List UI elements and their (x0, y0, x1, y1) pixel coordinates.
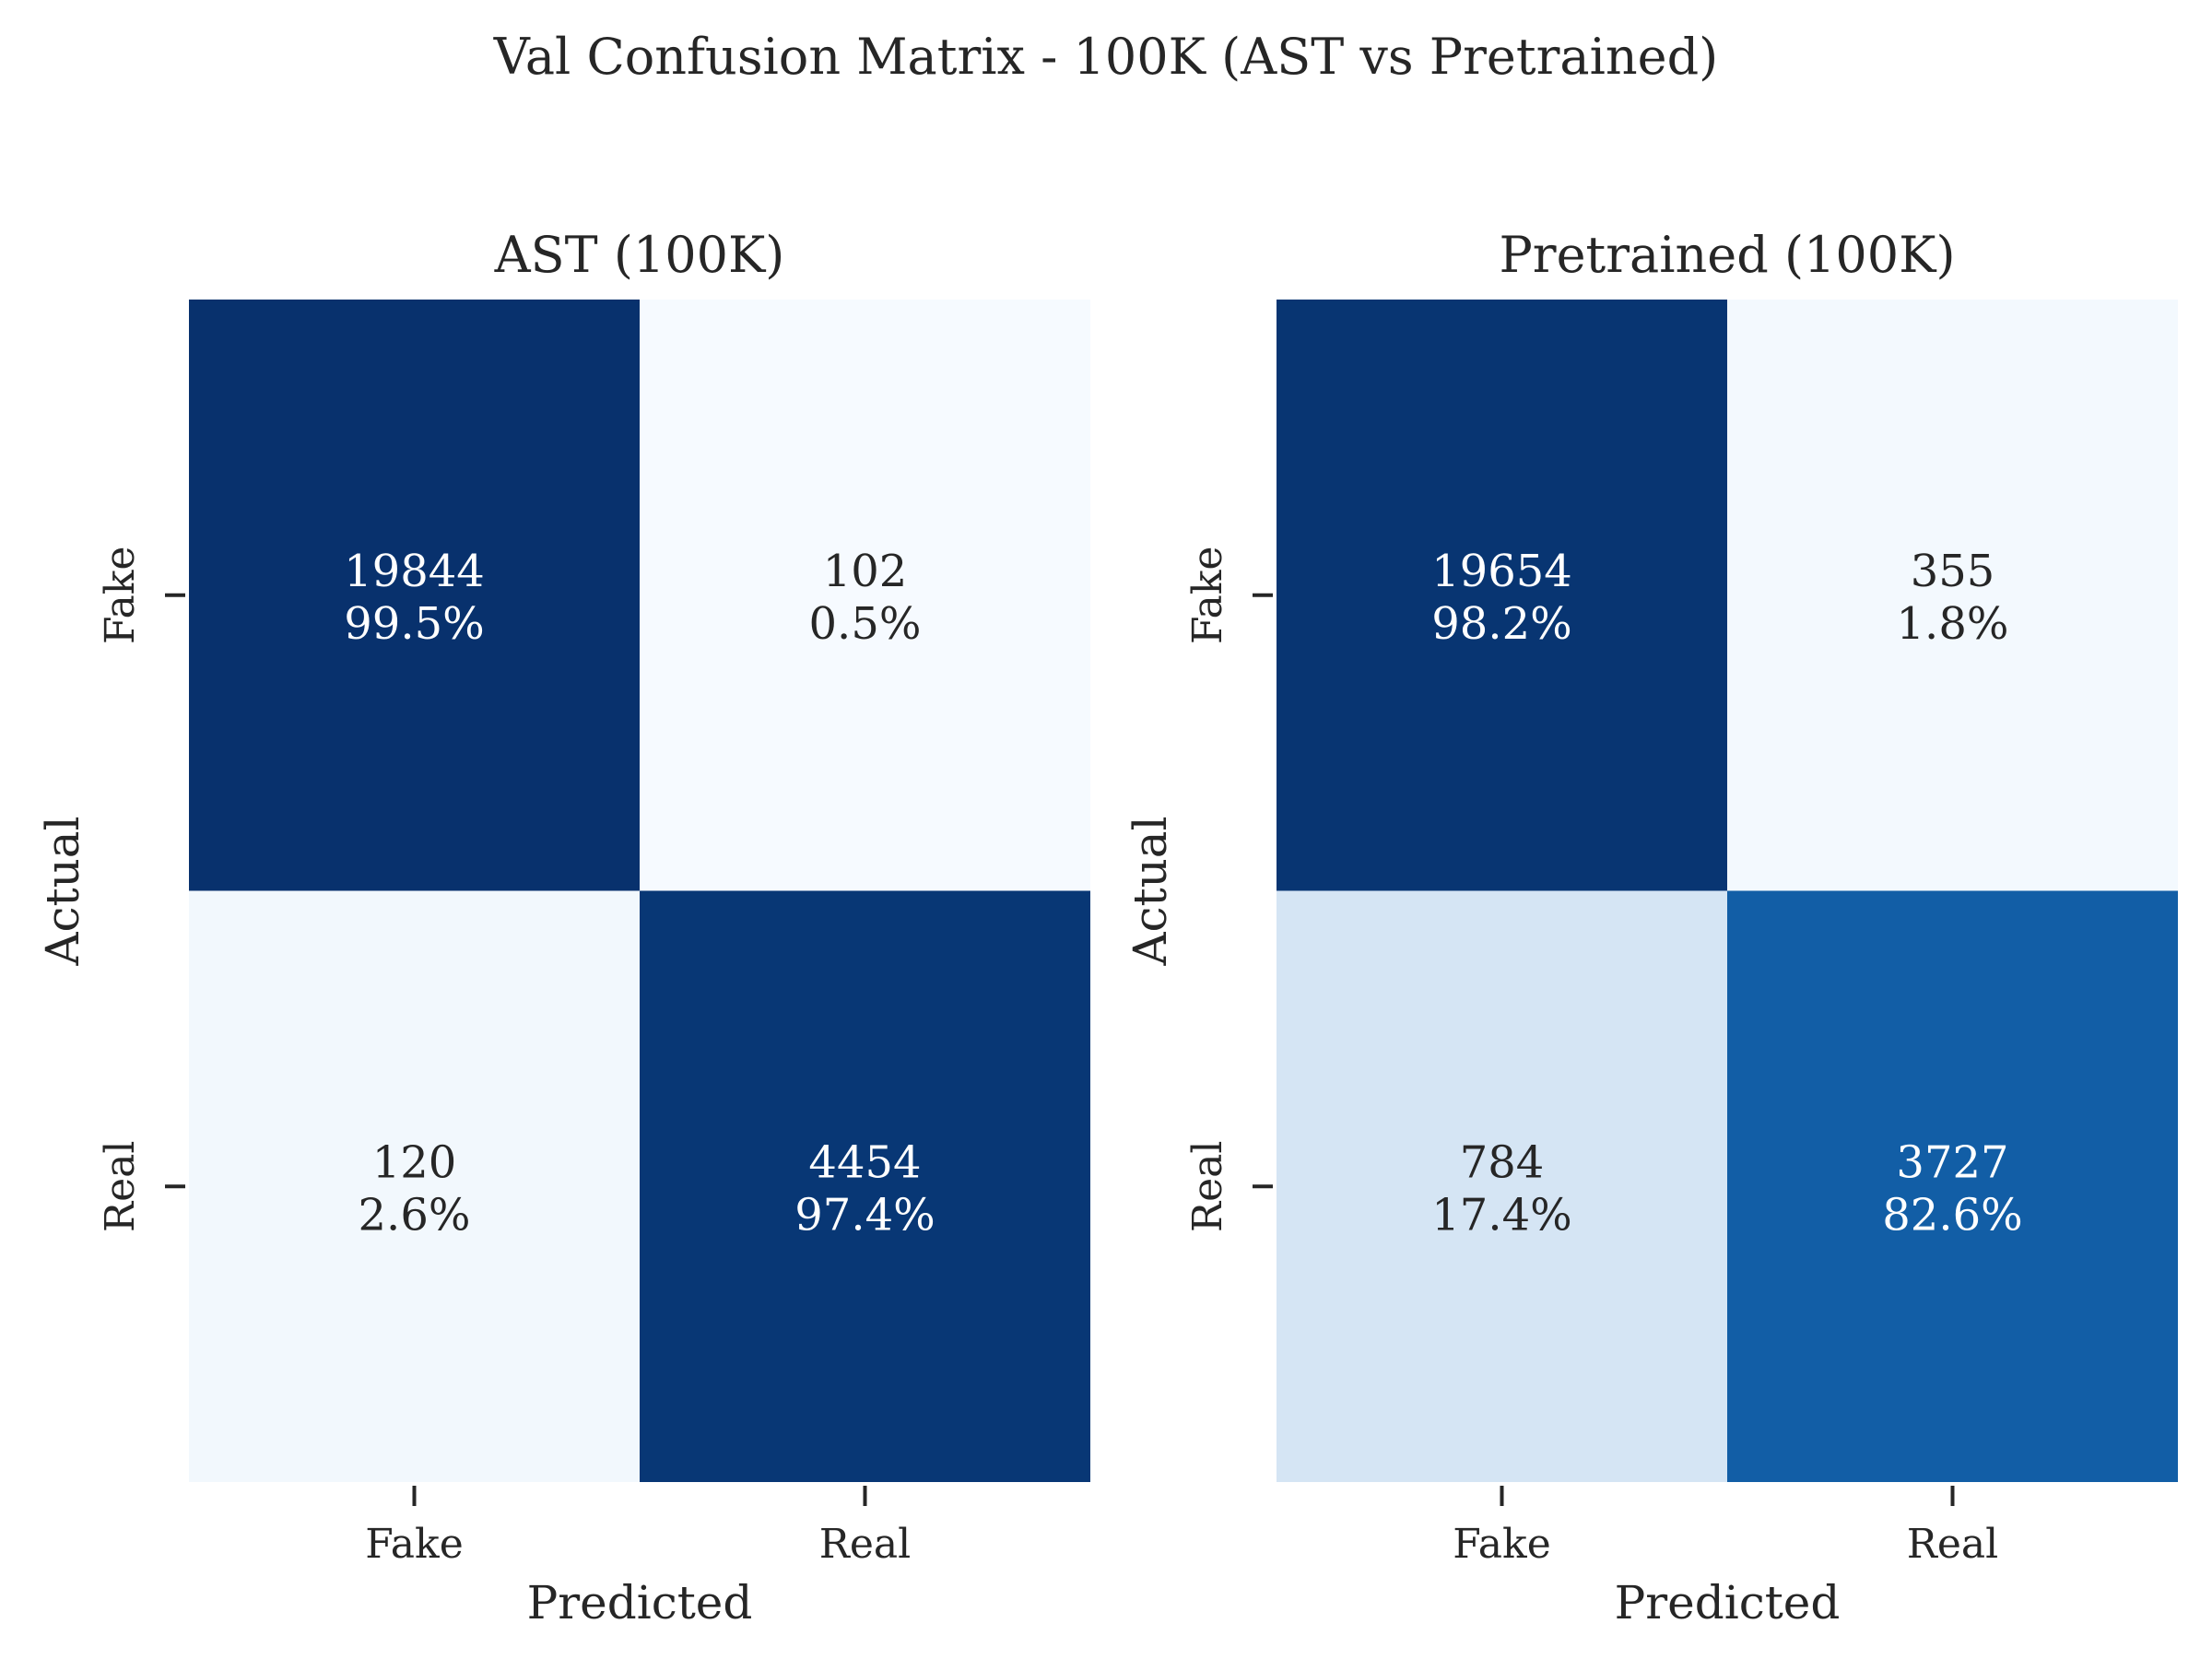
heatmap-cell (189, 300, 640, 891)
x-tick-label: Real (819, 1521, 911, 1568)
cell-percent-label: 1.8% (1897, 598, 2009, 650)
x-axis-label: Predicted (1615, 1576, 1841, 1630)
x-tick-label: Real (1907, 1521, 1998, 1568)
x-tick-label: Fake (1453, 1521, 1550, 1568)
heatmap-cell (1277, 300, 1727, 891)
y-tick-label: Real (1184, 1141, 1231, 1232)
cell-count-label: 355 (1911, 546, 1995, 597)
cell-count-label: 102 (823, 546, 908, 597)
cell-count-label: 4454 (808, 1136, 921, 1188)
cell-percent-label: 2.6% (359, 1189, 471, 1241)
heatmap-cell (640, 300, 1090, 891)
y-tick-label: Real (97, 1141, 144, 1232)
panel-title: AST (100K) (494, 226, 785, 284)
cell-percent-label: 97.4% (794, 1189, 935, 1241)
cell-count-label: 120 (372, 1136, 457, 1188)
cell-percent-label: 0.5% (809, 598, 922, 650)
heatmap-cell (1727, 890, 2178, 1482)
heatmap-cell (189, 890, 640, 1482)
heatmap-cell (1277, 890, 1727, 1482)
x-axis-label: Predicted (527, 1576, 753, 1630)
cell-percent-label: 82.6% (1882, 1189, 2022, 1241)
y-axis-label: Actual (36, 816, 89, 966)
figure-title: Val Confusion Matrix - 100K (AST vs Pret… (493, 28, 1719, 86)
cell-count-label: 19844 (344, 546, 485, 597)
y-tick-label: Fake (1184, 547, 1231, 644)
cell-count-label: 784 (1460, 1136, 1545, 1188)
heatmap-cell (1727, 300, 2178, 891)
cell-percent-label: 99.5% (344, 598, 484, 650)
cell-percent-label: 17.4% (1431, 1189, 1571, 1241)
cell-percent-label: 98.2% (1431, 598, 1571, 650)
panel-title: Pretrained (100K) (1499, 226, 1955, 284)
heatmap-cell (640, 890, 1090, 1482)
y-axis-label: Actual (1124, 816, 1177, 966)
x-tick-label: Fake (365, 1521, 463, 1568)
cell-count-label: 3727 (1896, 1136, 2008, 1188)
cell-count-label: 19654 (1431, 546, 1572, 597)
y-tick-label: Fake (97, 547, 144, 644)
